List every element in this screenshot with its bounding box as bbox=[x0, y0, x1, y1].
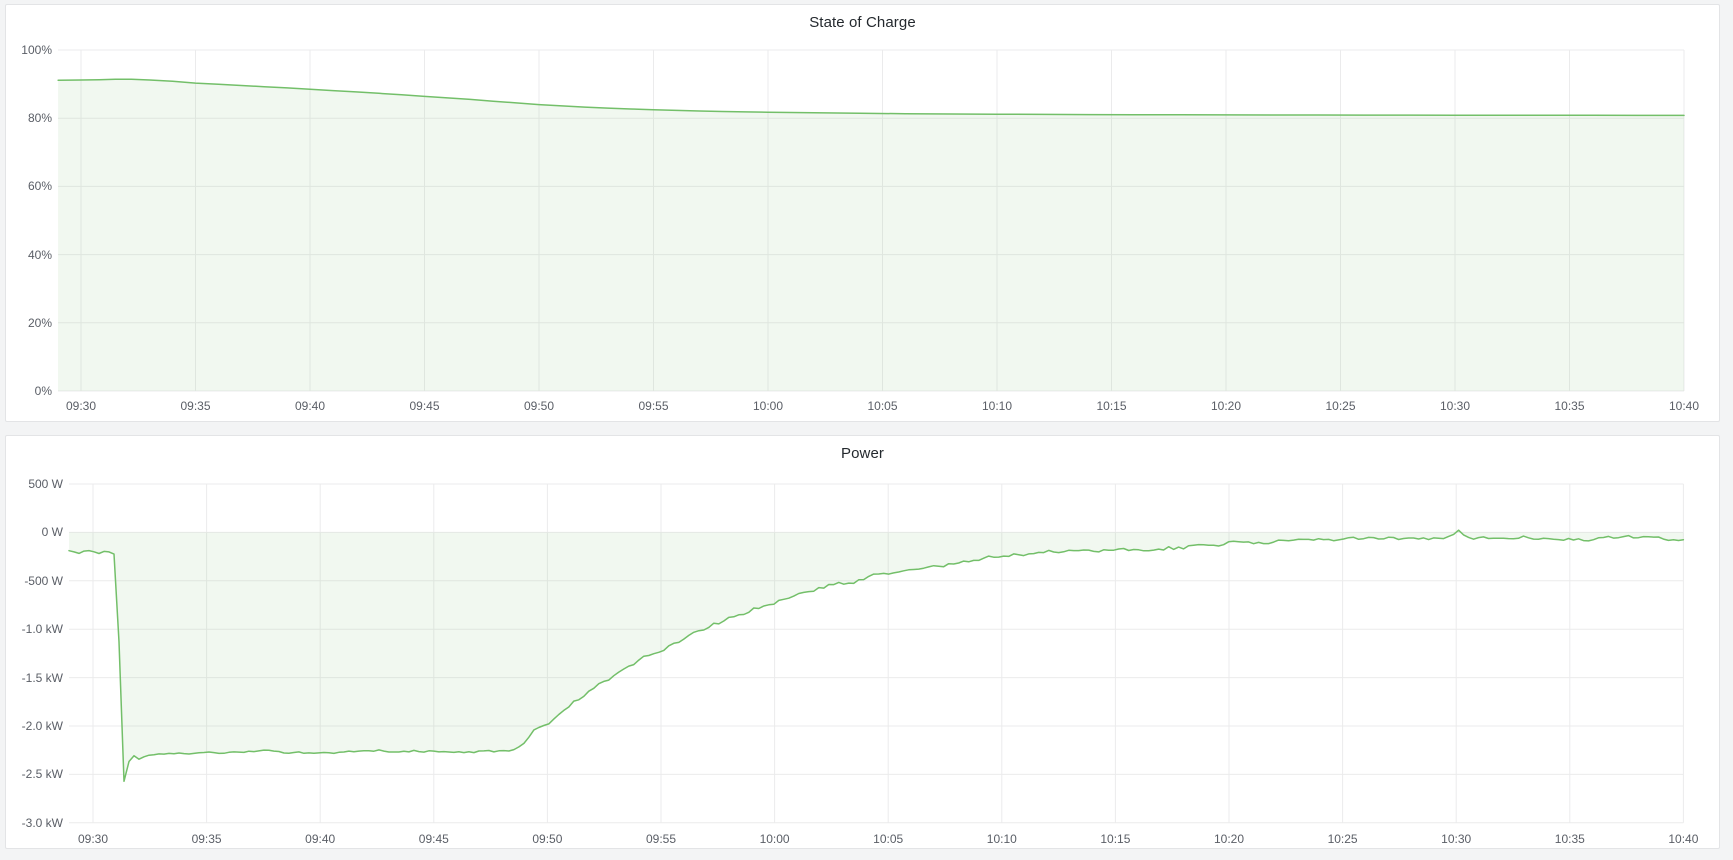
power-area bbox=[69, 530, 1684, 782]
power-line bbox=[68, 529, 1685, 783]
soc-chart-svg bbox=[57, 49, 1685, 392]
grid-lines bbox=[58, 49, 1685, 392]
power-chart-svg bbox=[68, 483, 1685, 824]
soc-panel: State of Charge 100% 80% 60% 40% 20% 0% 09:30 0… bbox=[5, 4, 1720, 422]
state-of-charge-line bbox=[57, 78, 1685, 117]
soc-panel-title[interactable]: State of Charge bbox=[809, 14, 916, 31]
power-panel-title[interactable]: Power bbox=[840, 445, 885, 462]
state-of-charge-area bbox=[58, 79, 1684, 391]
grid-lines bbox=[69, 483, 1684, 824]
soc-plot[interactable]: 100% 80% 60% 40% 20% 0% 09:30 09:35 09:40 09:45 09… bbox=[6, 5, 1719, 421]
